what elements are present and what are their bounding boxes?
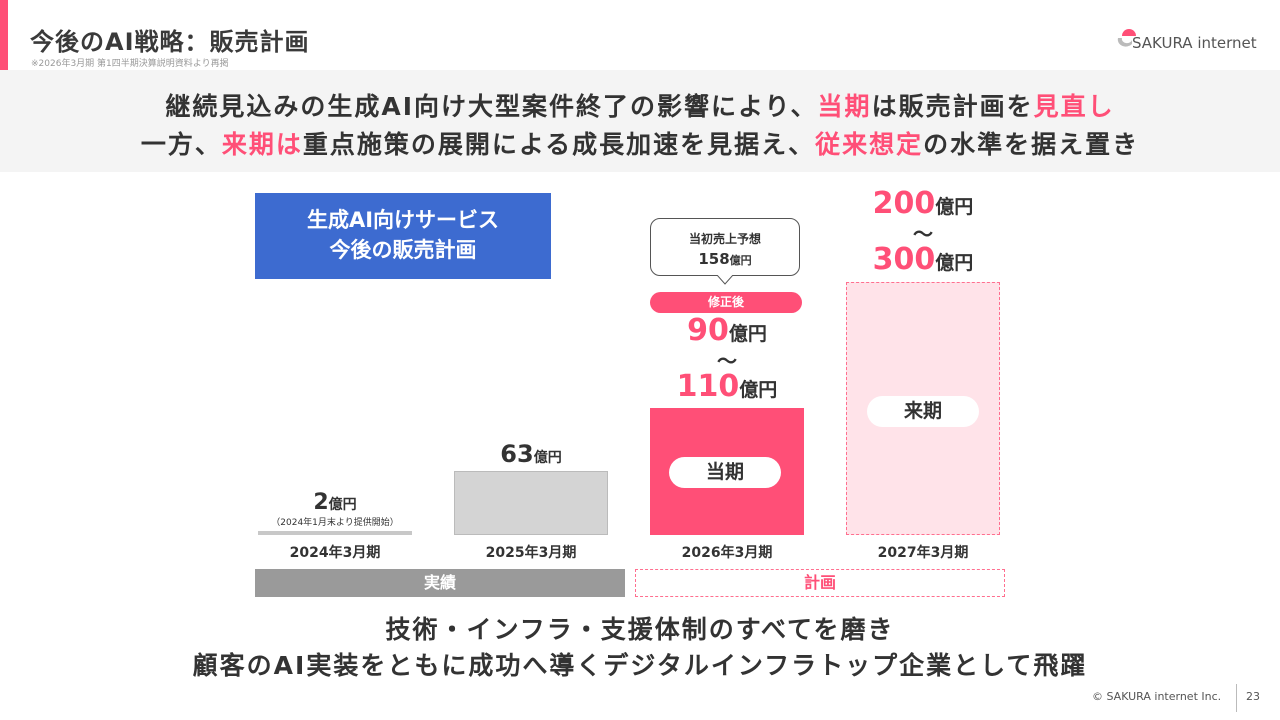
x-label-2025: 2025年3月期 xyxy=(485,545,577,561)
message-segment: は販売計画を xyxy=(871,92,1034,121)
page-number: 23 xyxy=(1246,690,1260,703)
copyright: © SAKURA internet Inc. xyxy=(1092,690,1222,703)
message-segment: 一方、 xyxy=(140,130,222,159)
next-period-pill: 来期 xyxy=(867,396,979,427)
value-label-2026: 90億円 〜 110億円 xyxy=(650,314,804,408)
x-label-2026: 2026年3月期 xyxy=(681,545,773,561)
sakura-logo-icon xyxy=(1117,29,1136,47)
logo-text: SAKURA internet xyxy=(1132,34,1257,52)
message-segment: 重点施策の展開による成長加速を見据え、 xyxy=(302,130,816,159)
plan-heading-box: 生成AI向けサービス 今後の販売計画 xyxy=(255,193,551,279)
page-subtitle: ※2026年3月期 第1四半期決算説明資料より再掲 xyxy=(31,59,229,69)
closing-line-2: 顧客のAI実装をともに成功へ導くデジタルインフラトップ企業として飛躍 xyxy=(192,651,1088,680)
value-unit: 億円 xyxy=(533,450,562,466)
range-tilde: 〜 xyxy=(913,222,933,246)
value-unit: 億円 xyxy=(935,252,974,274)
value-low: 200 xyxy=(872,186,936,221)
message-segment: の水準を据え置き xyxy=(923,130,1140,159)
message-band xyxy=(0,70,1280,172)
value-number: 2 xyxy=(313,490,329,515)
message-segment: 来期は xyxy=(221,130,303,159)
message-line-2: 一方、来期は重点施策の展開による成長加速を見据え、従来想定の水準を据え置き xyxy=(0,125,1280,161)
value-note: （2024年1月末より提供開始） xyxy=(271,518,399,528)
value-number: 63 xyxy=(500,440,534,468)
bar-2024 xyxy=(258,531,412,535)
value-high: 110 xyxy=(676,369,740,404)
message-segment: 従来想定 xyxy=(815,130,924,159)
page-title: 今後のAI戦略：販売計画 xyxy=(30,28,310,56)
plan-heading-line-2: 今後の販売計画 xyxy=(329,238,477,262)
original-forecast-bubble: 当初売上予想 158億円 xyxy=(650,218,800,285)
accent-bar xyxy=(0,0,8,70)
value-label-2027: 200億円 〜 300億円 xyxy=(846,187,1000,281)
footer-divider xyxy=(1236,684,1237,712)
message-segment: 見直し xyxy=(1033,92,1115,121)
range-tilde: 〜 xyxy=(717,349,737,373)
value-high: 300 xyxy=(872,242,936,277)
bubble-value: 158 xyxy=(698,250,730,268)
value-label-2025: 63億円 xyxy=(454,440,608,468)
x-label-2027: 2027年3月期 xyxy=(877,545,969,561)
bubble-title: 当初売上予想 xyxy=(688,232,761,246)
bubble-unit: 億円 xyxy=(729,254,752,267)
message-segment: 当期 xyxy=(817,92,872,121)
value-label-2024: 2億円 （2024年1月末より提供開始） xyxy=(258,490,412,528)
current-period-pill: 当期 xyxy=(669,457,781,488)
value-unit: 億円 xyxy=(728,323,767,345)
actual-group-label: 実績 xyxy=(255,569,625,597)
value-unit: 億円 xyxy=(935,196,974,218)
plan-heading-line-1: 生成AI向けサービス xyxy=(306,208,500,232)
bubble-tail-icon xyxy=(717,275,733,285)
revised-badge: 修正後 xyxy=(650,292,802,313)
plan-group-label: 計画 xyxy=(635,569,1005,597)
bar-2025 xyxy=(454,471,608,535)
x-label-2024: 2024年3月期 xyxy=(289,545,381,561)
message-line-1: 継続見込みの生成AI向け大型案件終了の影響により、当期は販売計画を見直し xyxy=(0,87,1280,123)
value-unit: 億円 xyxy=(328,497,357,513)
message-segment: 継続見込みの生成AI向け大型案件終了の影響により、 xyxy=(165,92,818,121)
value-unit: 億円 xyxy=(739,379,778,401)
sakura-logo: SAKURA internet xyxy=(1116,24,1257,54)
closing-line-1: 技術・インフラ・支援体制のすべてを磨き xyxy=(385,615,895,644)
value-low: 90 xyxy=(687,313,729,348)
